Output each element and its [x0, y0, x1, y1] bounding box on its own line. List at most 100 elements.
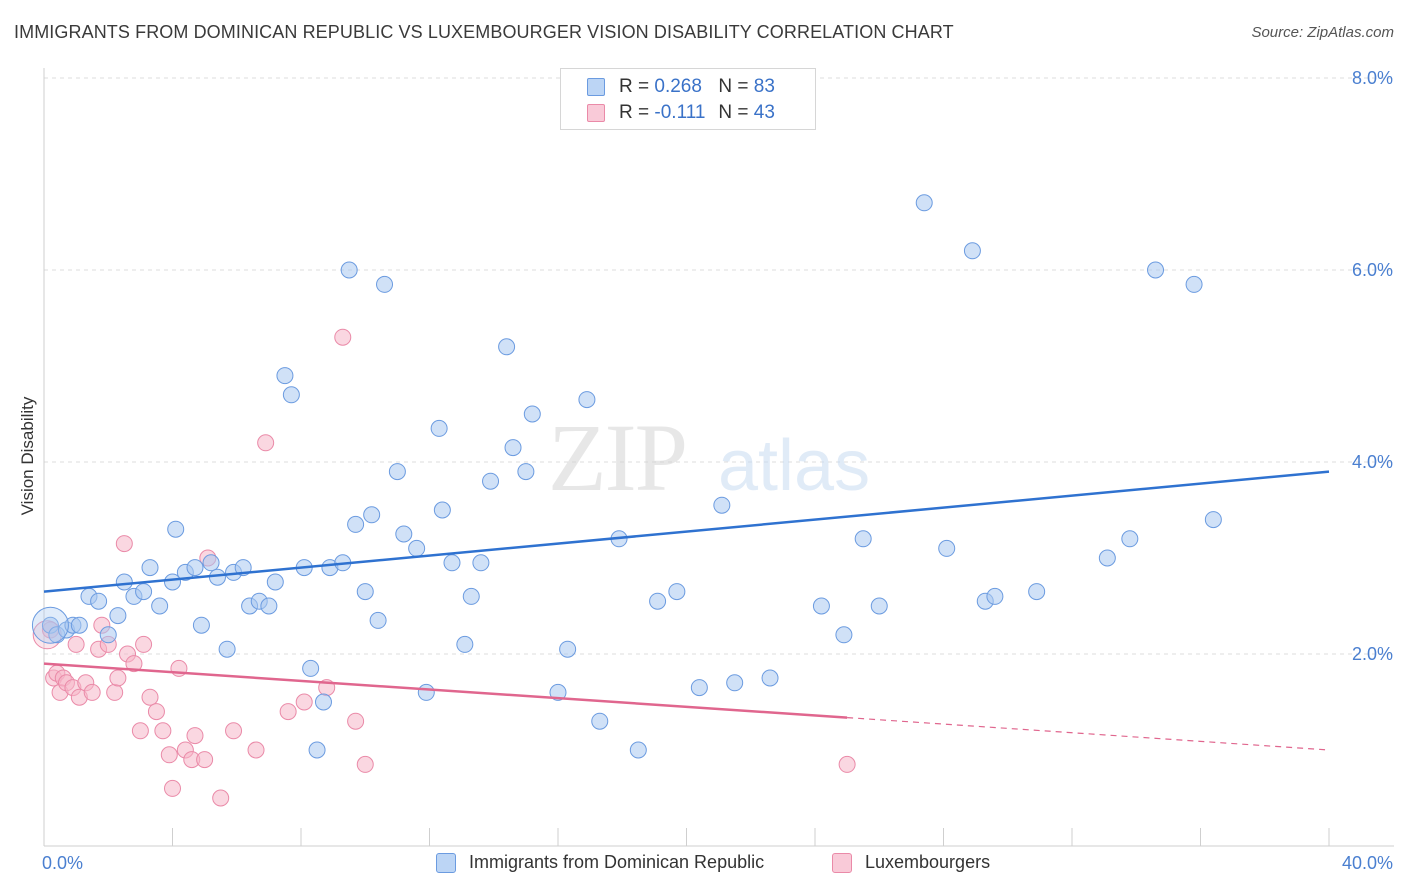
y-tick-label: 2.0%	[1352, 644, 1393, 664]
chart-title: IMMIGRANTS FROM DOMINICAN REPUBLIC VS LU…	[14, 22, 954, 42]
dominican-point	[443, 554, 461, 572]
dominican-point	[282, 386, 300, 404]
dominican-point	[668, 583, 686, 601]
luxembourgers-points	[32, 328, 856, 807]
dominican-point	[186, 559, 204, 577]
legend-label-dominican: Immigrants from Dominican Republic	[469, 852, 765, 872]
legend-n-label: N =	[718, 102, 749, 123]
dominican-point	[498, 338, 516, 356]
luxembourgers-point	[141, 688, 159, 706]
luxembourgers-point	[67, 635, 85, 653]
luxembourgers-point	[109, 669, 127, 687]
dominican-point	[472, 554, 490, 572]
legend-r-value: 0.268	[654, 76, 702, 97]
dominican-point	[99, 626, 117, 644]
dominican-point	[761, 669, 779, 687]
dominican-point	[202, 554, 220, 572]
luxembourgers-point	[106, 683, 124, 701]
luxembourgers-point	[125, 655, 143, 673]
dominican-point	[915, 194, 933, 212]
luxembourgers-point	[279, 703, 297, 721]
luxembourgers-trend-extension	[847, 717, 1330, 751]
legend-row-dominican: R = 0.268 N = 83	[587, 75, 775, 99]
legend-swatch-pink	[832, 852, 852, 873]
dominican-point	[726, 674, 744, 692]
y-tick-label: 4.0%	[1352, 452, 1393, 472]
legend-r-value: -0.111	[654, 102, 706, 123]
dominican-point	[713, 496, 731, 514]
legend-n-value: 83	[753, 76, 775, 97]
dominican-point	[276, 367, 294, 385]
dominican-point	[314, 693, 332, 711]
dominican-point	[1147, 261, 1165, 279]
dominican-point	[559, 640, 577, 658]
luxembourgers-point	[334, 328, 352, 346]
dominican-point	[115, 573, 133, 591]
dominican-point	[1185, 275, 1203, 293]
axes	[43, 68, 1394, 847]
luxembourgers-point	[356, 755, 374, 773]
legend-item-luxembourgers: Luxembourgers	[832, 852, 990, 873]
dominican-point	[90, 592, 108, 610]
legend-item-dominican: Immigrants from Dominican Republic	[436, 852, 764, 873]
x-tick-label: 0.0%	[42, 853, 83, 873]
dominican-point	[649, 592, 667, 610]
dominican-point	[260, 597, 278, 615]
dominican-point	[938, 539, 956, 557]
dominican-point	[854, 530, 872, 548]
watermark: ZIP atlas	[548, 404, 870, 511]
dominican-point	[986, 587, 1004, 605]
dominican-point	[517, 463, 535, 481]
luxembourgers-point	[295, 693, 313, 711]
legend-r-label: R =	[619, 76, 650, 97]
luxembourgers-point	[347, 712, 365, 730]
dominican-trend-line	[43, 470, 1330, 593]
luxembourgers-point	[115, 535, 133, 553]
dominican-point	[591, 712, 609, 730]
dominican-point	[340, 261, 358, 279]
luxembourgers-point	[131, 722, 149, 740]
luxembourgers-point	[186, 727, 204, 745]
dominican-point	[141, 559, 159, 577]
dominican-point	[1098, 549, 1116, 567]
dominican-point-cluster	[31, 606, 69, 644]
dominican-point	[549, 683, 567, 701]
dominican-point	[430, 419, 448, 437]
dominican-point	[347, 515, 365, 533]
luxembourgers-point	[247, 741, 265, 759]
dominican-point	[266, 573, 284, 591]
dominican-point	[690, 679, 708, 697]
dominican-point	[151, 597, 169, 615]
dominican-point	[192, 616, 210, 634]
dominican-point	[208, 568, 226, 586]
legend-swatch-blue	[587, 78, 605, 96]
source-label: Source: ZipAtlas.com	[1251, 24, 1394, 41]
luxembourgers-point	[83, 683, 101, 701]
luxembourgers-point	[135, 635, 153, 653]
dominican-point	[482, 472, 500, 490]
trend-lines	[43, 470, 1330, 751]
dominican-point	[363, 506, 381, 524]
legend-r-label: R =	[619, 102, 650, 123]
dominican-point	[417, 683, 435, 701]
dominican-point	[356, 583, 374, 601]
dominican-point	[408, 539, 426, 557]
dominican-point	[218, 640, 236, 658]
dominican-point	[523, 405, 541, 423]
dominican-point	[135, 583, 153, 601]
dominican-point	[578, 391, 596, 409]
dominican-point	[388, 463, 406, 481]
dominican-point	[835, 626, 853, 644]
dominican-point	[812, 597, 830, 615]
legend-swatch-blue	[436, 852, 456, 873]
dominican-point	[629, 741, 647, 759]
dominican-point	[167, 520, 185, 538]
dominican-points	[31, 194, 1222, 759]
watermark-zip: ZIP	[548, 404, 686, 511]
luxembourgers-point	[154, 722, 172, 740]
luxembourgers-point	[160, 746, 178, 764]
dominican-point	[504, 439, 522, 457]
y-tick-label: 8.0%	[1352, 68, 1393, 88]
dominican-point	[369, 611, 387, 629]
dominican-point	[1204, 511, 1222, 529]
